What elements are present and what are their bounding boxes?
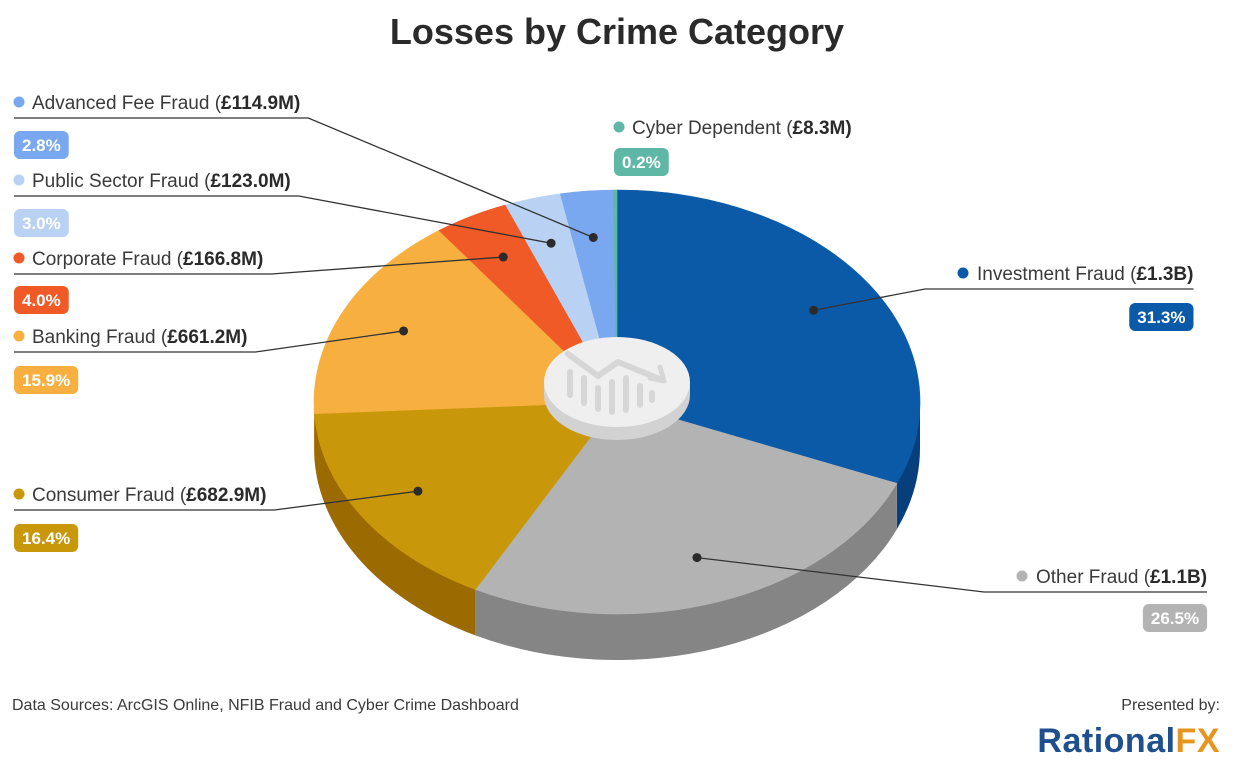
- slice-label: Consumer Fraud (£682.9M): [32, 485, 266, 506]
- anchor-dot: [809, 305, 819, 315]
- slice-percent: 0.2%: [622, 153, 661, 172]
- percent-pill: [14, 209, 69, 237]
- percent-pill: [614, 148, 669, 176]
- slice-name: Investment Fraud (: [977, 264, 1137, 285]
- callout-other-fraud: Other Fraud (£1.1B) 26.5%: [692, 553, 1208, 632]
- leader-line: [14, 256, 504, 275]
- anchor-dot: [588, 232, 598, 242]
- slice-name: Banking Fraud (: [32, 327, 168, 348]
- pie-slice-investment-fraud: [616, 189, 921, 484]
- slice-name: Public Sector Fraud (: [32, 171, 211, 192]
- pie-3d-sides: [314, 402, 920, 660]
- leader-line: [14, 195, 552, 244]
- center-disc: [544, 337, 690, 427]
- center-badge: [544, 337, 690, 440]
- callout-advanced-fee-fraud: Advanced Fee Fraud (£114.9M) 2.8%: [13, 93, 598, 242]
- legend-dot: [13, 96, 25, 108]
- legend-dot: [13, 330, 25, 342]
- chart-title: Losses by Crime Category: [390, 11, 844, 52]
- anchor-dot: [546, 238, 556, 248]
- percent-pill: [14, 366, 79, 394]
- slice-side-2: [314, 413, 476, 636]
- slice-label: Advanced Fee Fraud (£114.9M): [32, 93, 300, 114]
- legend-dot: [613, 121, 625, 133]
- slice-name: Other Fraud (: [1036, 567, 1151, 588]
- percent-pill: [14, 286, 69, 314]
- declining-chart-icon: [565, 351, 667, 415]
- brand-name-part2: FX: [1175, 722, 1220, 760]
- pie-chart: Losses by Crime Category Investment Frau…: [13, 11, 1208, 660]
- presented-by-label: Presented by:: [1121, 697, 1220, 714]
- callout-consumer-fraud: Consumer Fraud (£682.9M) 16.4%: [13, 485, 423, 552]
- callout-banking-fraud: Banking Fraud (£661.2M) 15.9%: [13, 326, 409, 394]
- brand-name-part1: Rational: [1037, 722, 1176, 760]
- leader-line: [813, 288, 1194, 311]
- data-sources: Data Sources: ArcGIS Online, NFIB Fraud …: [12, 697, 519, 714]
- brand-logo: RationalFX: [1037, 722, 1220, 761]
- slice-amount: £661.2M: [167, 327, 241, 348]
- slice-label: Investment Fraud (£1.3B): [977, 264, 1193, 285]
- slice-amount: £1.1B: [1150, 567, 1201, 588]
- slice-amount: £8.3M: [793, 118, 846, 139]
- slice-percent: 16.4%: [22, 529, 70, 548]
- slice-name: Advanced Fee Fraud (: [32, 93, 222, 114]
- slice-label: Corporate Fraud (£166.8M): [32, 249, 263, 270]
- slice-label: Public Sector Fraud (£123.0M): [32, 171, 291, 192]
- slice-amount: £1.3B: [1136, 264, 1187, 285]
- percent-pill: [14, 131, 69, 159]
- anchor-dot: [498, 252, 508, 262]
- leader-line: [14, 330, 404, 353]
- anchor-dot: [399, 326, 409, 336]
- leader-line: [696, 556, 1208, 593]
- callout-public-sector-fraud: Public Sector Fraud (£123.0M) 3.0%: [13, 171, 556, 248]
- slice-percent: 4.0%: [22, 291, 61, 310]
- legend-dot: [13, 252, 25, 264]
- slice-percent: 15.9%: [22, 371, 70, 390]
- slice-amount: £114.9M: [221, 93, 294, 114]
- leader-line: [14, 117, 594, 239]
- legend-dot: [13, 488, 25, 500]
- slice-amount: £682.9M: [186, 485, 260, 506]
- slice-amount: £123.0M: [210, 171, 284, 192]
- slice-name: Cyber Dependent (: [632, 118, 793, 139]
- callout-corporate-fraud: Corporate Fraud (£166.8M) 4.0%: [13, 249, 508, 314]
- slice-name: Corporate Fraud (: [32, 249, 184, 270]
- slice-percent: 26.5%: [1151, 609, 1199, 628]
- pie-slice-other-fraud: [474, 401, 898, 615]
- slice-callouts: Investment Fraud (£1.3B) 31.3% Other Fraud…: [13, 93, 1208, 632]
- legend-dot: [1016, 570, 1028, 582]
- slice-name: Consumer Fraud (: [32, 485, 187, 506]
- anchor-dot: [692, 553, 702, 563]
- pie-slice-banking-fraud: [313, 230, 618, 414]
- slice-amount: £166.8M: [183, 249, 257, 270]
- slice-side-1: [475, 483, 897, 660]
- legend-dot: [957, 267, 969, 279]
- legend-dot: [13, 174, 25, 186]
- pie-slice-consumer-fraud: [314, 401, 618, 590]
- anchor-dot: [413, 486, 423, 496]
- callout-cyber-dependent: Cyber Dependent (£8.3M) 0.2%: [613, 118, 852, 176]
- slice-label: Other Fraud (£1.1B): [1036, 567, 1207, 588]
- slice-percent: 3.0%: [22, 214, 61, 233]
- percent-pill: [1129, 303, 1194, 331]
- slice-label: Banking Fraud (£661.2M): [32, 327, 247, 348]
- percent-pill: [14, 524, 79, 552]
- slice-side-0: [896, 402, 920, 530]
- slice-label: Cyber Dependent (£8.3M): [632, 118, 852, 139]
- leader-line: [14, 490, 419, 511]
- percent-pill: [1142, 604, 1208, 632]
- slice-percent: 2.8%: [22, 136, 61, 155]
- callout-investment-fraud: Investment Fraud (£1.3B) 31.3%: [809, 264, 1194, 331]
- slice-percent: 31.3%: [1137, 308, 1185, 327]
